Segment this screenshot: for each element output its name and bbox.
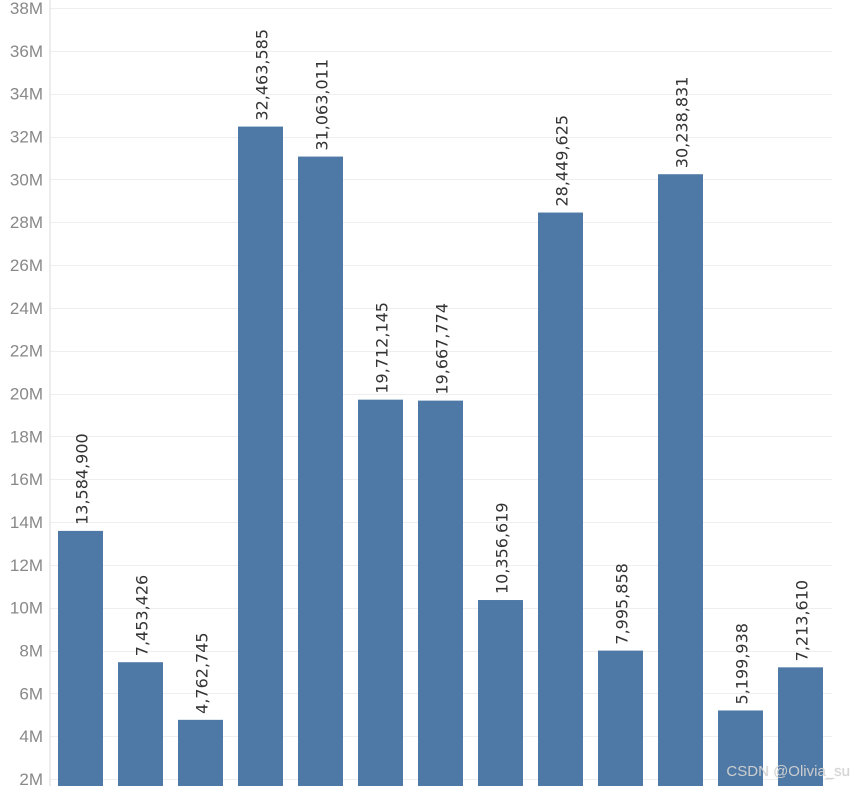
bar: [418, 400, 463, 786]
bar: [658, 174, 703, 786]
bar: [598, 650, 643, 786]
bar: [58, 530, 103, 786]
y-tick-label: 38M: [10, 0, 43, 18]
bar: [178, 719, 223, 786]
bar: [478, 600, 523, 786]
y-tick-label: 22M: [10, 342, 43, 361]
bars: [58, 126, 823, 786]
bar-value-label: 19,667,774: [433, 303, 452, 395]
data-labels: 13,584,900 7,453,426 4,762,745 32,463,585 31…: [73, 29, 812, 714]
bar-value-label: 7,995,858: [613, 563, 632, 644]
bar-value-label: 31,063,011: [313, 59, 332, 151]
y-tick-label: 12M: [10, 556, 43, 575]
y-tick-label: 4M: [19, 727, 43, 746]
bar-value-label: 19,712,145: [373, 302, 392, 394]
bar-value-label: 7,213,610: [793, 580, 812, 661]
bar-value-label: 13,584,900: [73, 433, 92, 525]
bar: [778, 667, 823, 786]
bar-value-label: 28,449,625: [553, 115, 572, 207]
y-tick-label: 16M: [10, 470, 43, 489]
bar: [298, 156, 343, 786]
bar-value-label: 5,199,938: [733, 623, 752, 704]
bar: [718, 710, 763, 786]
y-tick-label: 26M: [10, 256, 43, 275]
y-axis-ticks: 2M 4M 6M 8M 10M 12M 14M 16M 18M 20M 22M 24M 26M 28M 30…: [10, 0, 43, 786]
y-tick-label: 24M: [10, 299, 43, 318]
y-tick-label: 36M: [10, 42, 43, 61]
y-tick-label: 8M: [19, 642, 43, 661]
bar: [538, 212, 583, 786]
bar: [118, 662, 163, 786]
bar-value-label: 4,762,745: [193, 632, 212, 713]
y-tick-label: 18M: [10, 427, 43, 446]
bar-value-label: 30,238,831: [673, 77, 692, 169]
bar-value-label: 32,463,585: [253, 29, 272, 121]
y-tick-label: 28M: [10, 213, 43, 232]
y-tick-label: 30M: [10, 170, 43, 189]
y-tick-label: 14M: [10, 513, 43, 532]
y-tick-label: 6M: [19, 684, 43, 703]
bar-value-label: 10,356,619: [493, 502, 512, 594]
y-tick-label: 2M: [19, 770, 43, 786]
y-tick-label: 32M: [10, 128, 43, 147]
bar: [238, 126, 283, 786]
y-tick-label: 10M: [10, 599, 43, 618]
bar-value-label: 7,453,426: [133, 575, 152, 656]
y-tick-label: 20M: [10, 385, 43, 404]
bar: [358, 399, 403, 786]
y-tick-label: 34M: [10, 85, 43, 104]
